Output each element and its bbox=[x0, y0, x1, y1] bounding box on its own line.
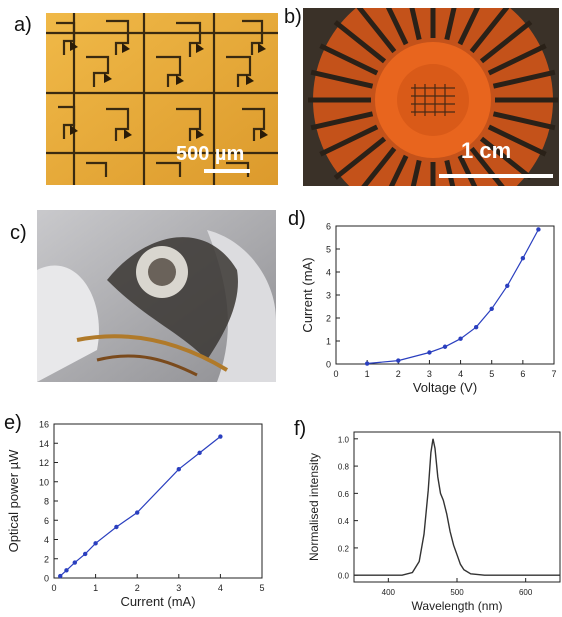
e-data-point bbox=[64, 568, 69, 573]
d-data-point bbox=[364, 361, 370, 366]
d-data-point bbox=[442, 344, 448, 349]
panel-label-a: a) bbox=[14, 14, 32, 36]
d-x-tick-label: 5 bbox=[489, 369, 494, 379]
d-data-point bbox=[473, 325, 479, 330]
e-y-tick-label: 6 bbox=[44, 516, 49, 526]
f-x-tick-label: 600 bbox=[519, 588, 533, 597]
d-x-tick-label: 0 bbox=[333, 369, 338, 379]
d-x-tick-label: 3 bbox=[427, 369, 432, 379]
e-x-tick-label: 2 bbox=[135, 583, 140, 593]
chart-emission-spectrum: 400 500 600 0.0 0.2 0.4 0.6 0.8 1.0 Wavelength (n… bbox=[307, 431, 561, 613]
d-y-tick-label: 4 bbox=[326, 268, 331, 278]
e-y-tick-label: 4 bbox=[44, 535, 49, 545]
photo-b-image bbox=[303, 8, 559, 186]
d-y-tick-label: 5 bbox=[326, 245, 331, 255]
d-x-tick-label: 2 bbox=[396, 369, 401, 379]
d-y-tick-label: 3 bbox=[326, 291, 331, 301]
f-series-line bbox=[354, 438, 560, 576]
d-data-point bbox=[489, 306, 494, 311]
scale-bar-label-b: 1 cm bbox=[461, 138, 512, 163]
e-x-tick-label: 1 bbox=[93, 583, 98, 593]
photo-c-image bbox=[37, 210, 276, 382]
e-data-point bbox=[83, 551, 88, 557]
f-y-tick-label: 0.8 bbox=[338, 463, 350, 472]
f-x-tick-label: 500 bbox=[450, 588, 464, 597]
d-data-point bbox=[520, 256, 526, 261]
d-y-axis-label: Current (mA) bbox=[300, 257, 315, 332]
e-data-point bbox=[218, 434, 223, 439]
d-x-axis-label: Voltage (V) bbox=[413, 380, 477, 395]
e-data-point bbox=[114, 524, 119, 530]
e-data-point bbox=[93, 541, 98, 546]
d-x-tick-label: 4 bbox=[458, 369, 463, 379]
f-y-tick-label: 0.0 bbox=[338, 572, 350, 581]
d-data-point bbox=[427, 350, 432, 355]
d-data-point bbox=[458, 336, 463, 341]
e-data-point bbox=[72, 560, 78, 565]
e-x-tick-label: 5 bbox=[259, 583, 264, 593]
e-x-tick-label: 4 bbox=[218, 583, 223, 593]
d-y-tick-label: 1 bbox=[326, 337, 331, 347]
d-y-tick-label: 0 bbox=[326, 360, 331, 370]
d-data-point bbox=[396, 358, 401, 363]
photo-circular-device: 1 cm bbox=[303, 8, 559, 186]
e-y-axis-label: Optical power µW bbox=[6, 449, 21, 553]
e-y-tick-label: 12 bbox=[39, 458, 49, 468]
photo-flexible-device bbox=[37, 210, 276, 382]
d-x-tick-label: 1 bbox=[365, 369, 370, 379]
d-data-point bbox=[505, 283, 510, 288]
e-data-point bbox=[176, 467, 181, 472]
panel-label-e: e) bbox=[4, 412, 22, 434]
f-y-tick-label: 0.4 bbox=[338, 517, 350, 526]
f-y-tick-label: 1.0 bbox=[338, 435, 350, 444]
f-x-tick-label: 400 bbox=[382, 588, 396, 597]
e-y-tick-label: 14 bbox=[39, 439, 49, 449]
d-plot-frame bbox=[335, 225, 555, 365]
f-y-tick-label: 0.2 bbox=[338, 544, 350, 553]
e-y-tick-label: 8 bbox=[44, 497, 49, 507]
e-y-tick-label: 0 bbox=[44, 574, 49, 584]
panel-label-f: f) bbox=[294, 418, 307, 440]
micrograph-electrode-array: 500 µm bbox=[46, 13, 278, 185]
d-y-tick-label: 2 bbox=[326, 314, 331, 324]
e-series-line bbox=[59, 436, 221, 577]
e-x-tick-label: 3 bbox=[176, 583, 181, 593]
d-series-line bbox=[367, 229, 539, 365]
e-y-tick-label: 10 bbox=[39, 477, 49, 487]
micrograph-a-image bbox=[46, 13, 278, 185]
e-data-point bbox=[197, 450, 202, 456]
d-data-point bbox=[536, 227, 541, 232]
scale-bar-label-a: 500 µm bbox=[176, 143, 245, 165]
f-x-axis-label: Wavelength (nm) bbox=[412, 599, 503, 613]
panel-label-d: d) bbox=[288, 208, 306, 230]
e-x-tick-label: 0 bbox=[51, 583, 56, 593]
chart-current-voltage: 0 1 2 3 4 5 6 7 0 1 2 3 4 5 6 Voltage (V) Current (mA) bbox=[300, 222, 557, 395]
panel-label-c: c) bbox=[10, 222, 27, 244]
e-data-point bbox=[58, 573, 63, 579]
f-y-tick-label: 0.6 bbox=[338, 490, 350, 499]
d-x-tick-label: 7 bbox=[551, 369, 556, 379]
panel-label-b: b) bbox=[284, 6, 302, 28]
d-x-tick-label: 6 bbox=[520, 369, 525, 379]
f-plot-frame bbox=[353, 431, 561, 583]
e-y-tick-label: 2 bbox=[44, 554, 49, 564]
d-y-tick-label: 6 bbox=[326, 222, 331, 232]
e-x-axis-label: Current (mA) bbox=[120, 594, 195, 609]
e-y-tick-label: 16 bbox=[39, 420, 49, 430]
e-data-point bbox=[135, 510, 140, 515]
f-y-axis-label: Normalised intensity bbox=[307, 453, 321, 561]
